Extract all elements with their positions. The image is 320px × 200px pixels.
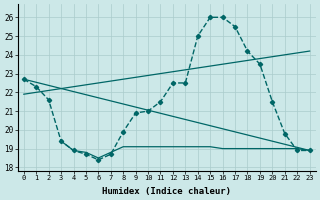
X-axis label: Humidex (Indice chaleur): Humidex (Indice chaleur) bbox=[102, 187, 231, 196]
